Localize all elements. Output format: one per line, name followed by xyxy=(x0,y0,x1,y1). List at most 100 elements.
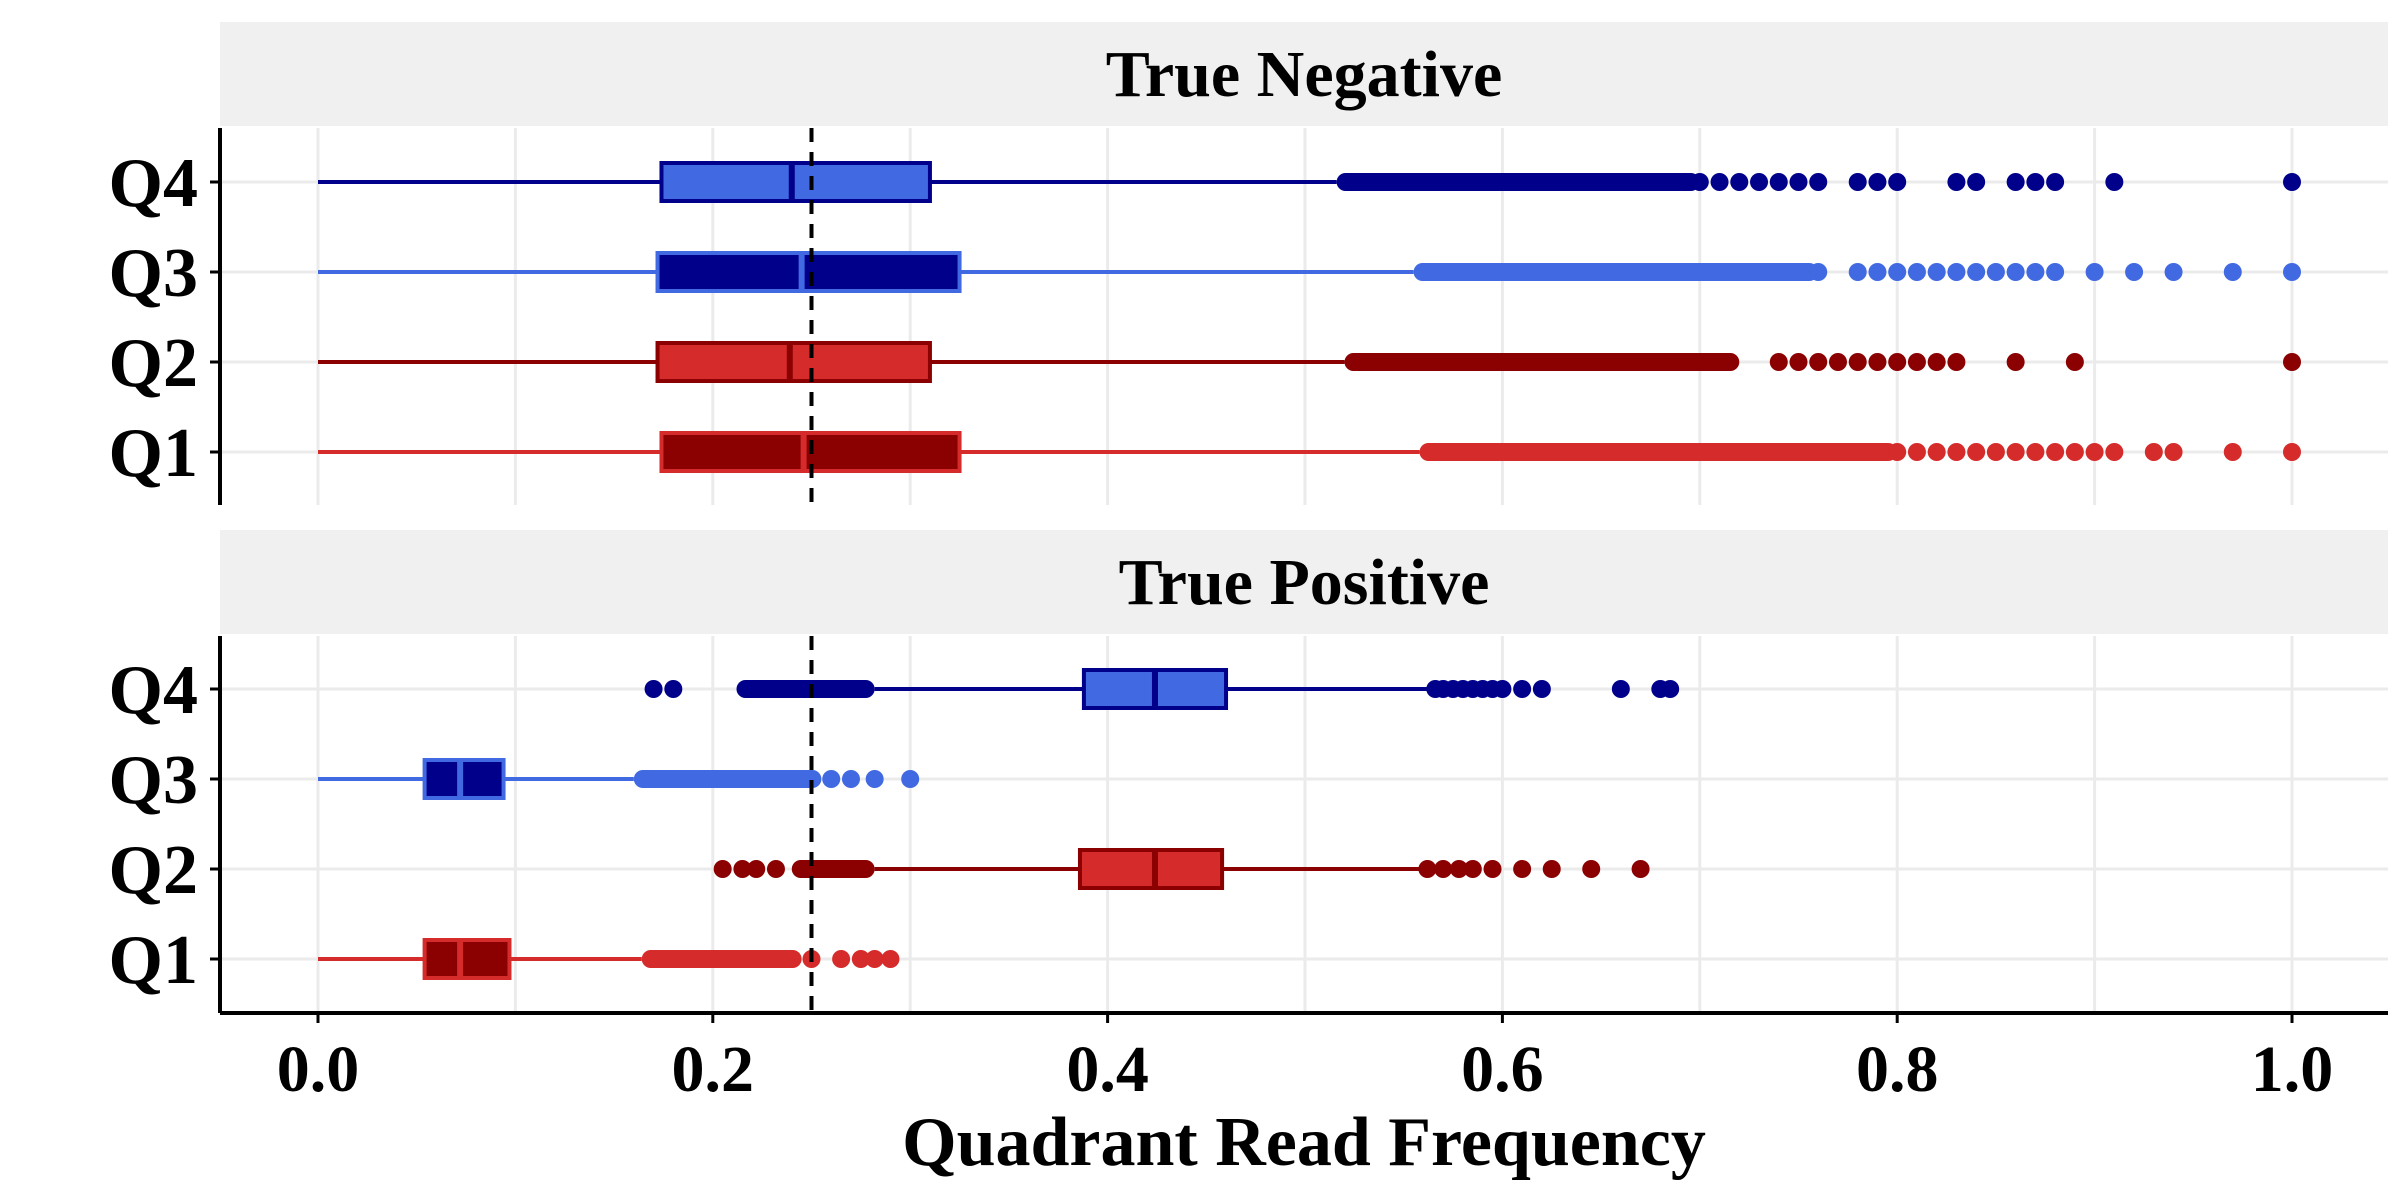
outlier-point xyxy=(1967,263,1986,281)
outlier-point xyxy=(2144,443,2163,461)
y-tick-label: Q2 xyxy=(109,832,198,909)
outlier-point xyxy=(1513,680,1532,698)
outlier-point xyxy=(1967,443,1986,461)
outlier-point xyxy=(1848,173,1867,191)
box-group-q3 xyxy=(318,251,2301,293)
outlier-point xyxy=(2283,173,2301,191)
outlier-point xyxy=(1947,443,1966,461)
outlier-point xyxy=(1927,353,1946,371)
box xyxy=(1077,848,1225,890)
x-tick-label: 0.0 xyxy=(277,1033,360,1106)
outlier-band xyxy=(1336,173,1700,191)
y-tick-label: Q4 xyxy=(109,652,198,729)
x-tick-label: 0.6 xyxy=(1461,1033,1544,1106)
outlier-point xyxy=(1986,443,2005,461)
panel-strip xyxy=(220,22,2388,126)
y-tick-label: Q3 xyxy=(109,742,198,819)
outlier-point xyxy=(2283,443,2301,461)
x-axis-title: Quadrant Read Frequency xyxy=(902,1104,1706,1181)
y-tick-label: Q1 xyxy=(109,415,198,492)
y-tick-label: Q4 xyxy=(109,145,198,222)
outlier-point xyxy=(1769,353,1788,371)
outlier-point xyxy=(2006,173,2025,191)
panel-true-negative: True Negative Q4 Q3 Q2 Q1 xyxy=(109,22,2388,505)
outlier-point xyxy=(664,680,683,698)
outlier-point xyxy=(851,950,870,968)
outlier-point xyxy=(2026,173,2045,191)
outlier-band xyxy=(1413,263,1819,281)
outlier-point xyxy=(766,860,785,878)
outlier-point xyxy=(1661,680,1680,698)
outlier-point xyxy=(2085,443,2104,461)
outlier-band xyxy=(791,860,875,878)
outlier-point xyxy=(1848,263,1867,281)
outlier-point xyxy=(1513,860,1532,878)
outlier-point xyxy=(1907,263,1926,281)
panel-title: True Negative xyxy=(1106,38,1502,111)
outlier-band xyxy=(1344,353,1740,371)
box xyxy=(422,758,506,800)
outlier-band xyxy=(736,680,875,698)
outlier-point xyxy=(2046,443,2065,461)
outlier-point xyxy=(1947,173,1966,191)
box-group-q4 xyxy=(318,161,2301,203)
box-group-q1 xyxy=(318,938,900,980)
outlier-point xyxy=(1868,173,1887,191)
outlier-point xyxy=(1809,263,1828,281)
outlier-point xyxy=(1789,173,1808,191)
box xyxy=(659,161,932,203)
outlier-point xyxy=(1483,860,1502,878)
outlier-point xyxy=(1434,860,1453,878)
outlier-point xyxy=(865,770,884,788)
outlier-band xyxy=(1419,443,1898,461)
outlier-point xyxy=(2065,353,2084,371)
outlier-point xyxy=(733,860,752,878)
outlier-point xyxy=(1789,353,1808,371)
outlier-point xyxy=(1532,680,1551,698)
outlier-point xyxy=(1888,443,1907,461)
panel-strip xyxy=(220,530,2388,634)
panel-true-positive: True Positive Q4 Q3 Q2 Q1 0.0 0.2 0.4 0.6 0.8 1.0 xyxy=(109,530,2388,1106)
x-tick-label: 0.8 xyxy=(1856,1033,1939,1106)
outlier-point xyxy=(1710,173,1729,191)
outlier-point xyxy=(2223,443,2242,461)
outlier-point xyxy=(1907,443,1926,461)
box-group-q3 xyxy=(318,758,920,800)
outlier-point xyxy=(2105,173,2124,191)
outlier-point xyxy=(1769,173,1788,191)
outlier-point xyxy=(1582,860,1601,878)
outlier-point xyxy=(901,770,920,788)
box-group-q4 xyxy=(644,668,1680,710)
outlier-point xyxy=(1907,353,1926,371)
outlier-point xyxy=(832,950,851,968)
outlier-point xyxy=(1947,353,1966,371)
outlier-point xyxy=(1868,353,1887,371)
outlier-point xyxy=(1611,680,1630,698)
outlier-point xyxy=(1690,173,1709,191)
outlier-point xyxy=(1947,263,1966,281)
outlier-point xyxy=(2283,353,2301,371)
outlier-point xyxy=(1868,263,1887,281)
outlier-point xyxy=(713,860,732,878)
y-tick-label: Q2 xyxy=(109,325,198,402)
outlier-point xyxy=(2283,263,2301,281)
outlier-point xyxy=(1848,353,1867,371)
box xyxy=(655,251,962,293)
outlier-point xyxy=(1418,860,1437,878)
outlier-point xyxy=(1888,263,1907,281)
outlier-point xyxy=(2085,263,2104,281)
outlier-point xyxy=(1449,860,1468,878)
outlier-point xyxy=(2026,443,2045,461)
outlier-point xyxy=(1888,173,1907,191)
outlier-point xyxy=(747,860,766,878)
outlier-point xyxy=(1750,173,1769,191)
outlier-point xyxy=(2164,263,2183,281)
outlier-point xyxy=(2125,263,2144,281)
outlier-point xyxy=(841,770,860,788)
outlier-point xyxy=(2223,263,2242,281)
outlier-point xyxy=(1927,263,1946,281)
outlier-point xyxy=(2006,263,2025,281)
x-tick-label: 0.4 xyxy=(1066,1033,1149,1106)
